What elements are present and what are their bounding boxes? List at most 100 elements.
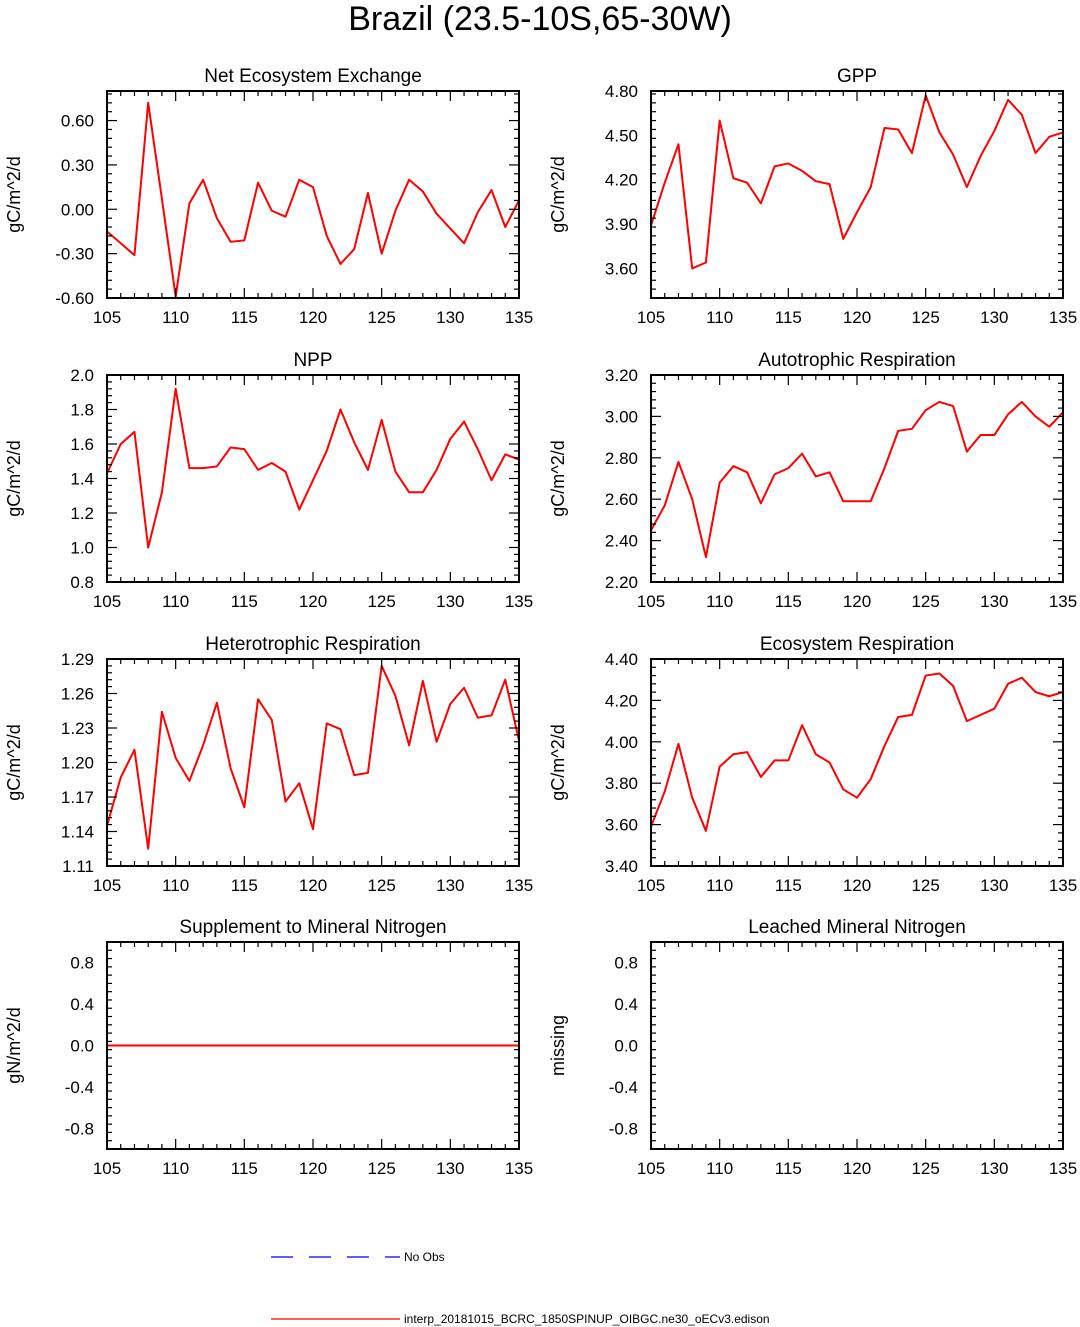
- x-tick-label: 115: [231, 592, 258, 611]
- y-tick-label: 0.8: [70, 954, 94, 973]
- y-tick-label: -0.8: [609, 1119, 638, 1138]
- y-tick-label: 3.60: [605, 259, 638, 278]
- chart-panel: GPP gC/m^2/d 105 110 115 120 125 130 135 3.60 3.90…: [548, 66, 1077, 327]
- x-tick-label: 110: [706, 592, 733, 611]
- x-tick-label: 130: [436, 876, 464, 895]
- x-tick-label: 110: [706, 308, 733, 327]
- y-tick-label: 4.80: [605, 82, 638, 101]
- y-tick-label: -0.8: [65, 1119, 94, 1138]
- y-tick-label: 1.17: [61, 788, 94, 807]
- panel-title: Autotrophic Respiration: [758, 350, 956, 371]
- y-tick-label: 0.0: [70, 1037, 94, 1056]
- x-tick-label: 120: [843, 876, 871, 895]
- x-tick-label: 115: [775, 308, 802, 327]
- x-tick-label: 135: [1049, 876, 1077, 895]
- y-tick-label: -0.60: [55, 289, 94, 308]
- x-tick-label: 120: [299, 592, 327, 611]
- plot-frame: [106, 90, 520, 299]
- y-tick-label: 1.29: [61, 650, 94, 669]
- y-tick-label: 2.20: [605, 573, 638, 592]
- x-tick-label: 105: [637, 1159, 665, 1178]
- panel-title: Net Ecosystem Exchange: [204, 66, 422, 87]
- y-tick-label: 1.4: [70, 470, 94, 489]
- y-tick-label: 2.40: [605, 532, 638, 551]
- y-tick-label: 4.40: [605, 650, 638, 669]
- x-tick-label: 135: [1049, 308, 1077, 327]
- y-tick-label: -0.4: [609, 1078, 638, 1097]
- panel-title: NPP: [293, 350, 332, 371]
- x-tick-label: 130: [980, 876, 1008, 895]
- y-tick-label: 1.14: [61, 823, 94, 842]
- x-tick-label: 110: [706, 876, 733, 895]
- plot-frame: [650, 658, 1064, 867]
- y-tick-label: 0.0: [614, 1037, 638, 1056]
- panel-title: Ecosystem Respiration: [760, 634, 954, 655]
- figure-title: Brazil (23.5-10S,65-30W): [348, 0, 732, 38]
- chart-panel: Ecosystem Respiration gC/m^2/d 105 110 115 12…: [548, 634, 1077, 895]
- x-tick-label: 105: [93, 876, 121, 895]
- x-tick-label: 125: [367, 308, 395, 327]
- series-line: [107, 387, 519, 549]
- x-tick-label: 105: [93, 1159, 121, 1178]
- x-tick-label: 130: [980, 1159, 1008, 1178]
- x-tick-label: 125: [367, 1159, 395, 1178]
- panel-title: GPP: [837, 66, 877, 87]
- y-tick-label: 0.8: [614, 954, 638, 973]
- x-tick-label: 135: [505, 308, 533, 327]
- y-tick-label: 3.20: [605, 366, 638, 385]
- y-axis-label: gC/m^2/d: [4, 156, 24, 232]
- y-tick-label: 2.80: [605, 449, 638, 468]
- legend-model-label: interp_20181015_BCRC_1850SPINUP_OIBGC.ne…: [404, 1312, 770, 1326]
- panel-title: Heterotrophic Respiration: [205, 634, 420, 655]
- x-tick-label: 120: [299, 876, 327, 895]
- x-tick-label: 120: [843, 592, 871, 611]
- x-tick-label: 105: [637, 592, 665, 611]
- chart-panel: Autotrophic Respiration gC/m^2/d 105 110 115…: [548, 350, 1077, 611]
- y-tick-label: 0.4: [614, 995, 638, 1014]
- x-tick-label: 120: [843, 1159, 871, 1178]
- y-axis-label: missing: [548, 1015, 568, 1076]
- x-tick-label: 130: [436, 592, 464, 611]
- x-tick-label: 115: [775, 1159, 802, 1178]
- x-tick-label: 105: [93, 308, 121, 327]
- y-axis-label: gC/m^2/d: [548, 440, 568, 516]
- chart-panel: Leached Mineral Nitrogen missing 105 110 115…: [548, 917, 1077, 1178]
- legend-obs-label: No Obs: [404, 1250, 445, 1264]
- series-line: [107, 664, 519, 850]
- series-line: [107, 101, 519, 298]
- x-tick-label: 135: [505, 1159, 533, 1178]
- y-tick-label: 0.30: [61, 156, 94, 175]
- y-tick-label: -0.30: [55, 245, 94, 264]
- plot-frame: [650, 941, 1064, 1150]
- y-tick-label: -0.4: [65, 1078, 94, 1097]
- y-axis-label: gC/m^2/d: [548, 156, 568, 232]
- x-tick-label: 115: [775, 876, 802, 895]
- x-tick-label: 105: [637, 876, 665, 895]
- y-tick-label: 3.90: [605, 215, 638, 234]
- y-tick-label: 3.40: [605, 857, 638, 876]
- x-tick-label: 135: [505, 876, 533, 895]
- y-tick-label: 4.20: [605, 171, 638, 190]
- y-tick-label: 3.80: [605, 774, 638, 793]
- panel-title: Leached Mineral Nitrogen: [748, 917, 966, 938]
- x-tick-label: 135: [1049, 592, 1077, 611]
- x-tick-label: 135: [505, 592, 533, 611]
- x-tick-label: 115: [231, 1159, 258, 1178]
- y-tick-label: 3.00: [605, 407, 638, 426]
- y-tick-label: 0.8: [70, 573, 94, 592]
- y-tick-label: 1.2: [70, 504, 94, 523]
- x-tick-label: 125: [911, 876, 939, 895]
- y-tick-label: 4.50: [605, 126, 638, 145]
- x-tick-label: 120: [299, 1159, 327, 1178]
- x-tick-label: 130: [436, 308, 464, 327]
- y-tick-label: 2.0: [70, 366, 94, 385]
- x-tick-label: 125: [911, 1159, 939, 1178]
- x-tick-label: 130: [980, 308, 1008, 327]
- y-tick-label: 1.20: [61, 754, 94, 773]
- chart-panel: Net Ecosystem Exchange gC/m^2/d 105 110 115 1…: [4, 66, 533, 327]
- x-tick-label: 125: [911, 592, 939, 611]
- x-tick-label: 105: [637, 308, 665, 327]
- y-tick-label: 2.60: [605, 490, 638, 509]
- y-tick-label: 1.23: [61, 719, 94, 738]
